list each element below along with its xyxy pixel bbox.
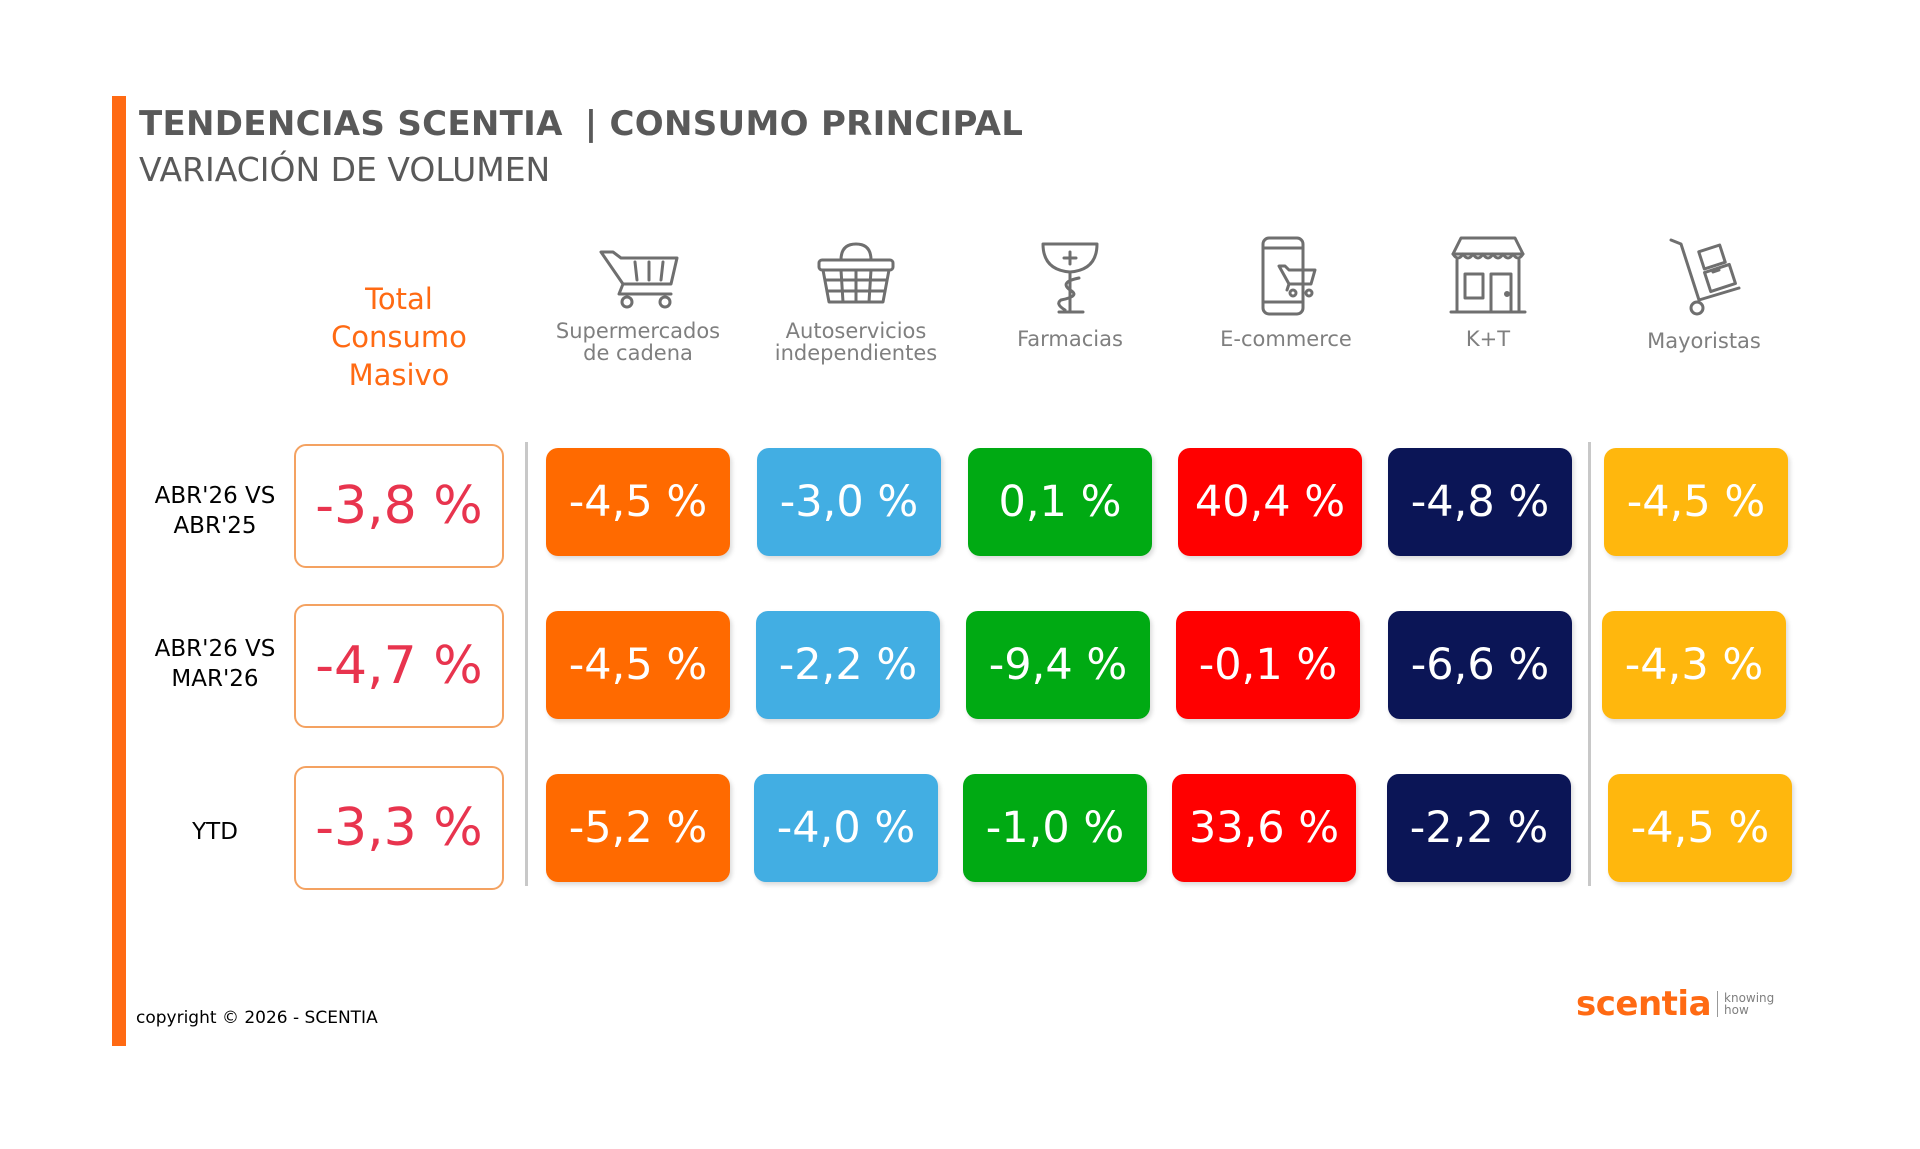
- accent-bar: [112, 96, 126, 1046]
- total-header-line3: Masivo: [348, 358, 450, 392]
- hand-truck-icon: [1669, 238, 1741, 316]
- row-label-line2: MAR'26: [171, 666, 259, 692]
- category-label: Autoservicios: [785, 319, 927, 343]
- title-right: | CONSUMO PRINCIPAL: [584, 104, 1024, 144]
- cell-row3-kt: -2,2 %: [1387, 774, 1571, 882]
- category-supermercados: Supermercados de cadena: [528, 230, 748, 364]
- divider-right: [1588, 442, 1591, 886]
- category-kt: K+T: [1378, 230, 1598, 350]
- cell-row2-autoservicios: -2,2 %: [756, 611, 940, 719]
- category-label-2: independientes: [774, 341, 938, 365]
- category-label: Supermercados: [555, 319, 721, 343]
- total-header-line1: Total: [365, 282, 433, 316]
- category-label: Farmacias: [1017, 327, 1123, 351]
- total-value-row3: -3,3 %: [294, 766, 504, 890]
- cell-row3-mayoristas: -4,5 %: [1608, 774, 1792, 882]
- row-label-line1: ABR'26 VS: [154, 636, 276, 662]
- cell-row2-ecommerce: -0,1 %: [1176, 611, 1360, 719]
- cell-row1-kt: -4,8 %: [1388, 448, 1572, 556]
- category-mayoristas: Mayoristas: [1594, 230, 1814, 352]
- cell-row1-autoservicios: -3,0 %: [757, 448, 941, 556]
- cell-row2-kt: -6,6 %: [1388, 611, 1572, 719]
- category-autoservicios: Autoservicios independientes: [746, 230, 966, 364]
- row-label-abr26-mar26: ABR'26 VS MAR'26: [140, 634, 290, 694]
- mobile-cart-icon: [1261, 236, 1317, 316]
- divider-left: [525, 442, 528, 886]
- logo-tag-line2: how: [1724, 1003, 1749, 1017]
- scentia-logo: scentia knowing how: [1576, 984, 1774, 1024]
- cell-row1-mayoristas: -4,5 %: [1604, 448, 1788, 556]
- cell-row2-supermercados: -4,5 %: [546, 611, 730, 719]
- title-left: TENDENCIAS SCENTIA: [139, 104, 563, 144]
- pharmacy-icon: [1041, 242, 1099, 314]
- total-value-row2: -4,7 %: [294, 604, 504, 728]
- category-farmacias: Farmacias: [960, 230, 1180, 350]
- cell-row2-farmacias: -9,4 %: [966, 611, 1150, 719]
- shopping-basket-icon: [817, 242, 895, 304]
- category-label: E-commerce: [1220, 327, 1352, 351]
- shopping-cart-icon: [599, 250, 679, 309]
- category-label-2: de cadena: [583, 341, 693, 365]
- page-subtitle: VARIACIÓN DE VOLUMEN: [139, 150, 551, 189]
- logo-brand: scentia: [1576, 984, 1712, 1024]
- cell-row3-supermercados: -5,2 %: [546, 774, 730, 882]
- logo-tag-line1: knowing: [1724, 991, 1775, 1005]
- cell-row2-mayoristas: -4,3 %: [1602, 611, 1786, 719]
- copyright-text: copyright © 2026 - SCENTIA: [136, 1008, 378, 1028]
- category-label: K+T: [1465, 327, 1511, 351]
- row-label-line1: ABR'26 VS: [154, 483, 276, 509]
- row-label-abr26-abr25: ABR'26 VS ABR'25: [140, 481, 290, 541]
- store-icon: [1449, 236, 1527, 314]
- cell-row3-farmacias: -1,0 %: [963, 774, 1147, 882]
- category-label: Mayoristas: [1647, 329, 1761, 353]
- logo-divider: [1717, 991, 1719, 1017]
- cell-row1-supermercados: -4,5 %: [546, 448, 730, 556]
- category-ecommerce: E-commerce: [1176, 230, 1396, 350]
- cell-row1-ecommerce: 40,4 %: [1178, 448, 1362, 556]
- cell-row3-ecommerce: 33,6 %: [1172, 774, 1356, 882]
- page-title: TENDENCIAS SCENTIA | CONSUMO PRINCIPAL: [139, 104, 1023, 144]
- total-value-row1: -3,8 %: [294, 444, 504, 568]
- row-label-ytd: YTD: [140, 817, 290, 847]
- logo-tagline: knowing how: [1724, 992, 1774, 1016]
- total-consumo-header: Total Consumo Masivo: [316, 280, 482, 394]
- row-label-line1: YTD: [192, 819, 238, 845]
- total-header-line2: Consumo: [331, 320, 467, 354]
- row-label-line2: ABR'25: [173, 513, 257, 539]
- cell-row1-farmacias: 0,1 %: [968, 448, 1152, 556]
- cell-row3-autoservicios: -4,0 %: [754, 774, 938, 882]
